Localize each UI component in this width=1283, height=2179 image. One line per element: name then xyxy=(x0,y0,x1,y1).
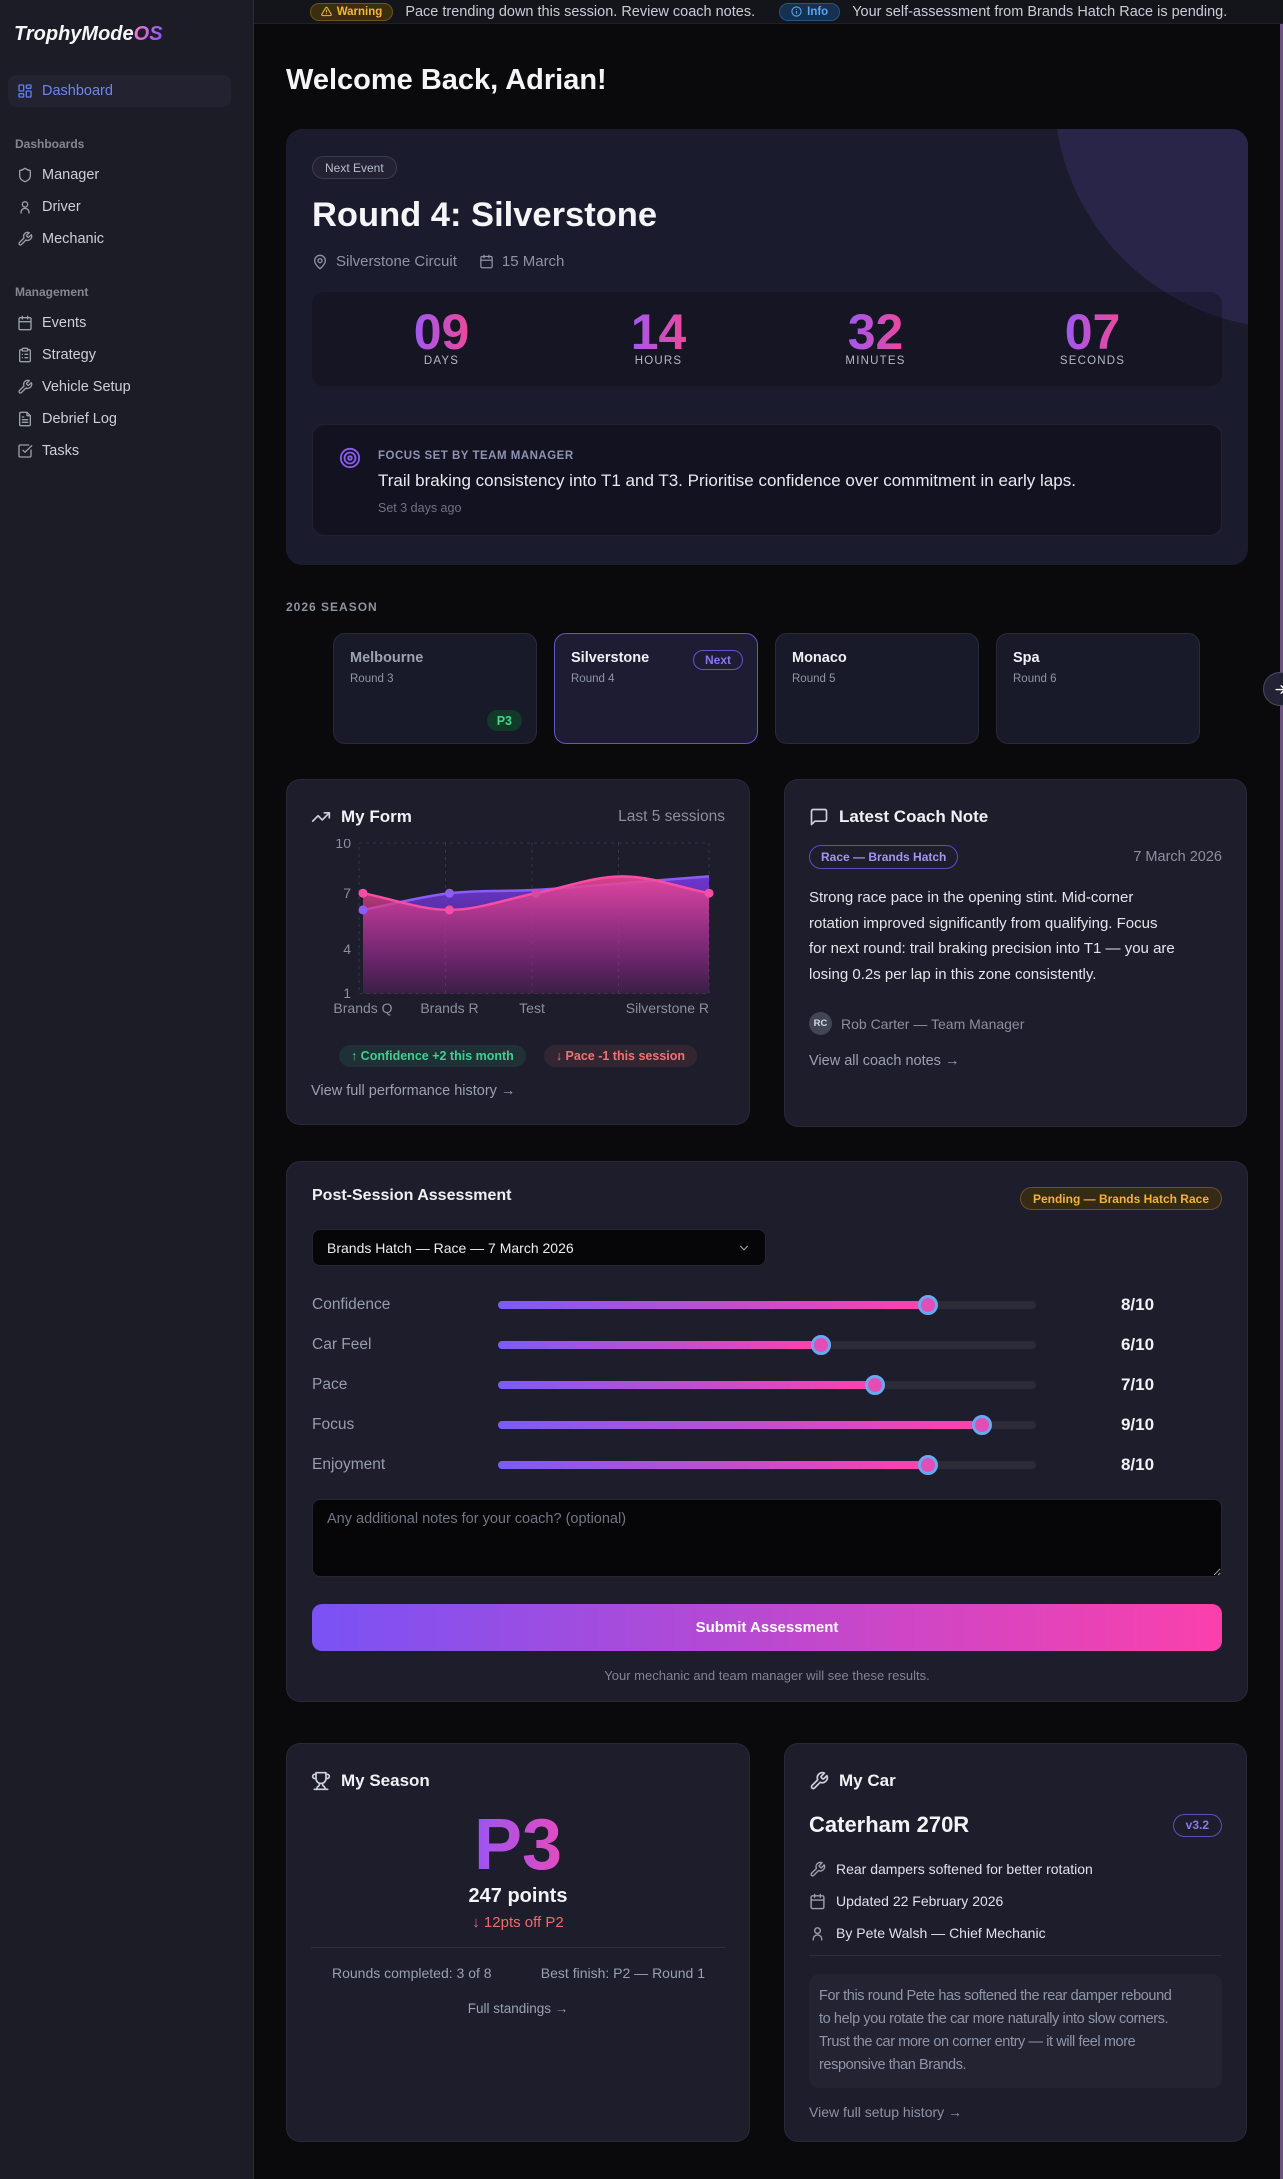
svg-text:Brands R: Brands R xyxy=(420,1000,478,1016)
svg-text:7: 7 xyxy=(343,885,351,901)
svg-text:4: 4 xyxy=(343,941,351,957)
svg-text:1: 1 xyxy=(343,985,351,1001)
svg-text:Brands Q: Brands Q xyxy=(333,1000,392,1016)
svg-text:10: 10 xyxy=(335,839,351,851)
svg-text:Test: Test xyxy=(519,1000,545,1016)
svg-text:Silverstone R: Silverstone R xyxy=(626,1000,709,1016)
